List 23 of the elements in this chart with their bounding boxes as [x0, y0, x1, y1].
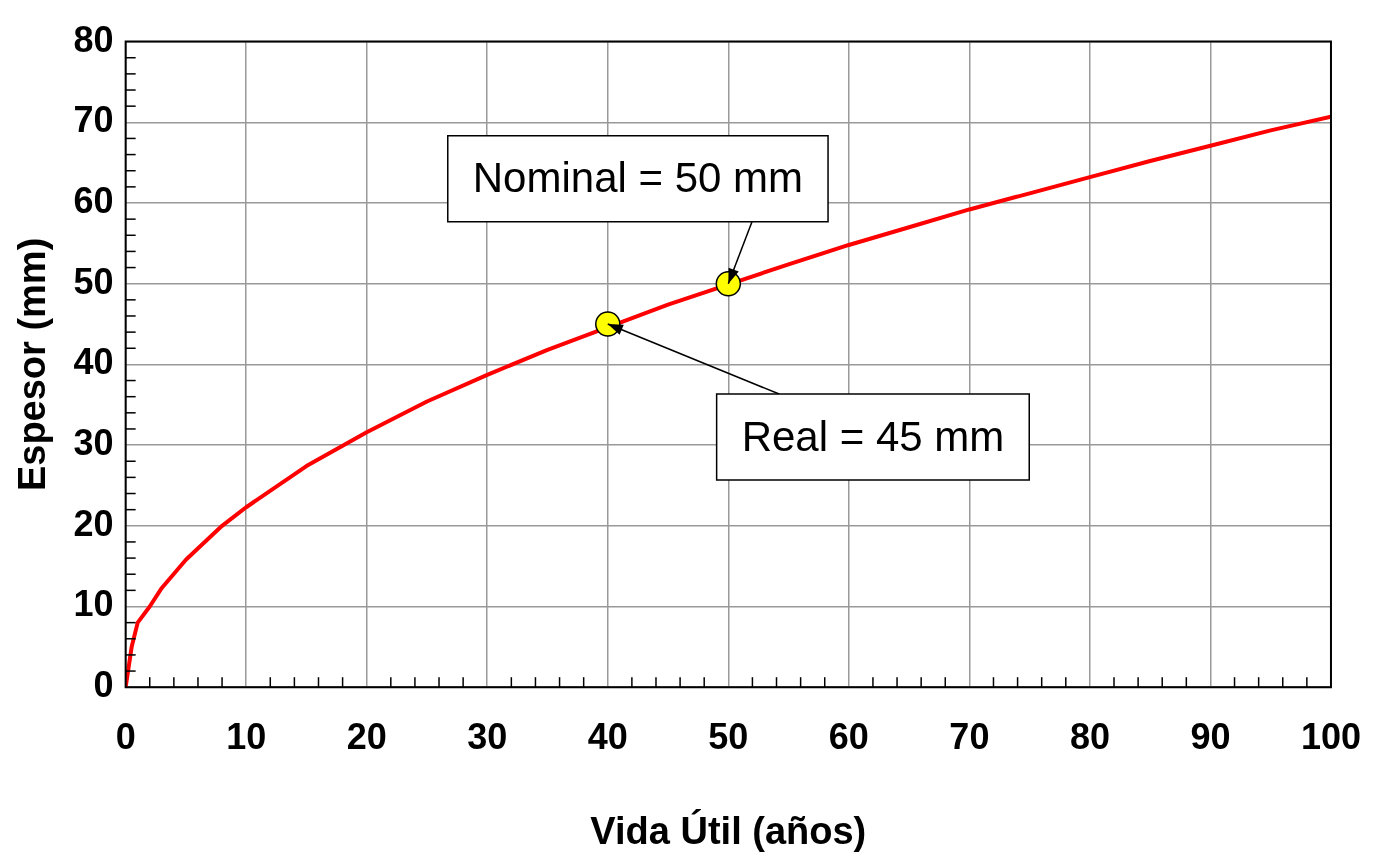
x-tick-label: 70 — [949, 715, 990, 757]
x-tick-label: 30 — [467, 715, 508, 757]
y-tick-label: 80 — [73, 18, 114, 60]
x-tick-label: 10 — [226, 715, 267, 757]
y-tick-label: 10 — [73, 583, 114, 625]
y-tick-label: 40 — [73, 341, 114, 383]
x-tick-label: 100 — [1300, 715, 1362, 757]
y-tick-label: 50 — [73, 260, 114, 302]
y-tick-label: 60 — [73, 179, 114, 221]
y-tick-label: 70 — [73, 99, 114, 141]
x-tick-label: 60 — [828, 715, 869, 757]
y-tick-label: 30 — [73, 422, 114, 464]
y-axis-title: Espesor (mm) — [11, 237, 54, 492]
y-tick-label: 0 — [93, 664, 114, 706]
annotation: Real = 45 mm — [741, 412, 1005, 460]
x-tick-label: 40 — [587, 715, 628, 757]
x-tick-label: 50 — [708, 715, 749, 757]
x-tick-label: 90 — [1190, 715, 1231, 757]
x-tick-label: 80 — [1069, 715, 1110, 757]
x-axis-title: Vida Útil (años) — [590, 808, 867, 852]
y-tick-label: 20 — [73, 502, 114, 544]
annotation: Nominal = 50 mm — [472, 154, 804, 202]
x-tick-label: 20 — [346, 715, 387, 757]
